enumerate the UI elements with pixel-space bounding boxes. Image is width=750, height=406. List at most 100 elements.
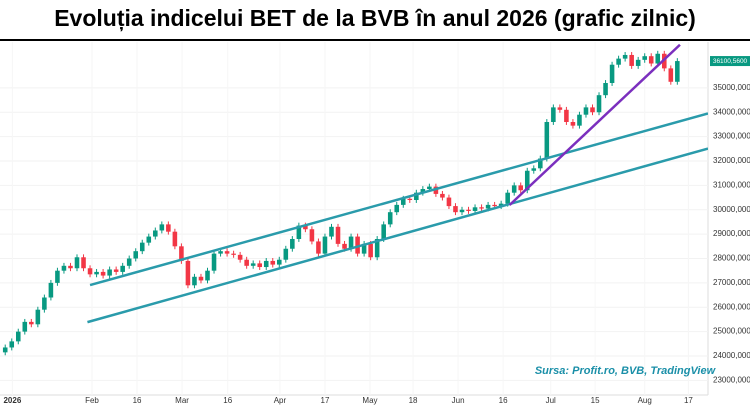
- source-note: Sursa: Profit.ro, BVB, TradingView: [535, 365, 717, 377]
- x-tick-label: Aug: [638, 396, 652, 405]
- candle-body: [296, 225, 302, 239]
- candle-body: [263, 260, 269, 268]
- candle-body: [505, 192, 510, 204]
- y-tick-label: 32000,0000: [713, 156, 750, 165]
- candle-body: [629, 54, 634, 66]
- candle-body: [87, 268, 93, 275]
- candle-body: [570, 122, 576, 126]
- candle-body: [146, 236, 152, 243]
- candle-body: [22, 321, 28, 332]
- trend-line: [87, 147, 708, 324]
- candle-body: [394, 204, 400, 213]
- candle-body: [453, 206, 458, 213]
- y-tick-label: 27000,0000: [713, 278, 750, 287]
- candle-body: [290, 239, 295, 249]
- trend-line: [508, 43, 681, 206]
- candle-body: [387, 212, 393, 225]
- chart-title: Evoluția indicelui BET de la BVB în anul…: [54, 5, 696, 32]
- candle-body: [622, 54, 628, 59]
- candle-body: [244, 259, 249, 266]
- candle-body: [538, 158, 543, 169]
- candle-body: [368, 243, 373, 258]
- x-tick-label: 17: [684, 396, 693, 405]
- candle-body: [420, 189, 426, 193]
- candle-body: [231, 253, 236, 255]
- y-tick-label: 33000,0000: [713, 132, 750, 141]
- candle-body: [15, 331, 21, 342]
- x-tick-label: 16: [133, 396, 142, 405]
- candle-body: [492, 204, 497, 207]
- candle-body: [427, 186, 432, 190]
- candle-body: [616, 58, 621, 65]
- candle-body: [322, 236, 328, 254]
- candle-body: [192, 276, 197, 286]
- candle-body: [61, 265, 67, 271]
- candle-body: [205, 270, 210, 281]
- y-tick-label: 25000,0000: [713, 327, 750, 336]
- x-tick-label: 16: [223, 396, 232, 405]
- candle-body: [577, 114, 582, 126]
- candle-body: [257, 263, 262, 268]
- y-tick-label: 24000,0000: [713, 351, 750, 360]
- candle-body: [348, 236, 354, 249]
- candle-body: [374, 239, 380, 258]
- candle-body: [518, 185, 524, 191]
- price-label-box: [710, 56, 750, 67]
- candle-body: [551, 107, 556, 122]
- x-tick-label: Jun: [452, 396, 465, 405]
- candle-body: [55, 270, 60, 283]
- candle-body: [172, 231, 178, 247]
- candle-body: [609, 64, 615, 83]
- candle-body: [635, 59, 641, 66]
- candle-body: [472, 207, 478, 211]
- candle-body: [250, 263, 256, 266]
- candle-body: [557, 107, 563, 110]
- candle-body: [329, 226, 334, 237]
- candle-body: [583, 107, 589, 115]
- candle-body: [74, 257, 80, 269]
- candle-body: [270, 260, 276, 265]
- trend-line: [89, 112, 708, 287]
- candle-body: [153, 230, 158, 237]
- candle-body: [440, 193, 445, 198]
- x-tick-label: 2026: [3, 396, 21, 405]
- x-tick-label: 16: [499, 396, 508, 405]
- y-tick-label: 26000,0000: [713, 302, 750, 311]
- candle-body: [648, 56, 654, 64]
- labels: 23000,0000 24000,0000 25000,0000 26000,0000…: [3, 56, 750, 405]
- candle-body: [479, 207, 484, 209]
- candle-body: [2, 347, 8, 353]
- price-label: 36100,5600: [713, 58, 748, 65]
- candle-body: [342, 243, 347, 249]
- x-tick-label: Mar: [175, 396, 189, 405]
- candle-body: [283, 248, 289, 260]
- candle-body: [459, 209, 465, 213]
- candle-body: [655, 53, 661, 64]
- candle-body: [407, 198, 413, 200]
- x-tick-label: May: [362, 396, 377, 405]
- candle-body: [335, 226, 341, 244]
- candle-body: [596, 95, 602, 113]
- candle-body: [303, 225, 308, 230]
- candle-body: [35, 309, 41, 325]
- candle-body: [113, 269, 119, 272]
- candle-body: [603, 83, 608, 96]
- candle-body: [531, 168, 537, 171]
- candle-body: [68, 265, 73, 269]
- candle-body: [120, 265, 125, 272]
- candle-body: [211, 253, 217, 271]
- candle-body: [185, 260, 191, 286]
- candle-body: [81, 257, 86, 269]
- candle-body: [498, 203, 504, 207]
- grid: [0, 42, 708, 395]
- candle-body: [133, 251, 139, 259]
- candle-body: [126, 258, 132, 266]
- candle-body: [48, 282, 54, 298]
- candle-body: [642, 56, 647, 60]
- candle-body: [94, 271, 99, 275]
- candle-body: [139, 242, 145, 252]
- candle-body: [668, 68, 674, 82]
- candle-body: [224, 251, 230, 254]
- candle-body: [107, 269, 112, 276]
